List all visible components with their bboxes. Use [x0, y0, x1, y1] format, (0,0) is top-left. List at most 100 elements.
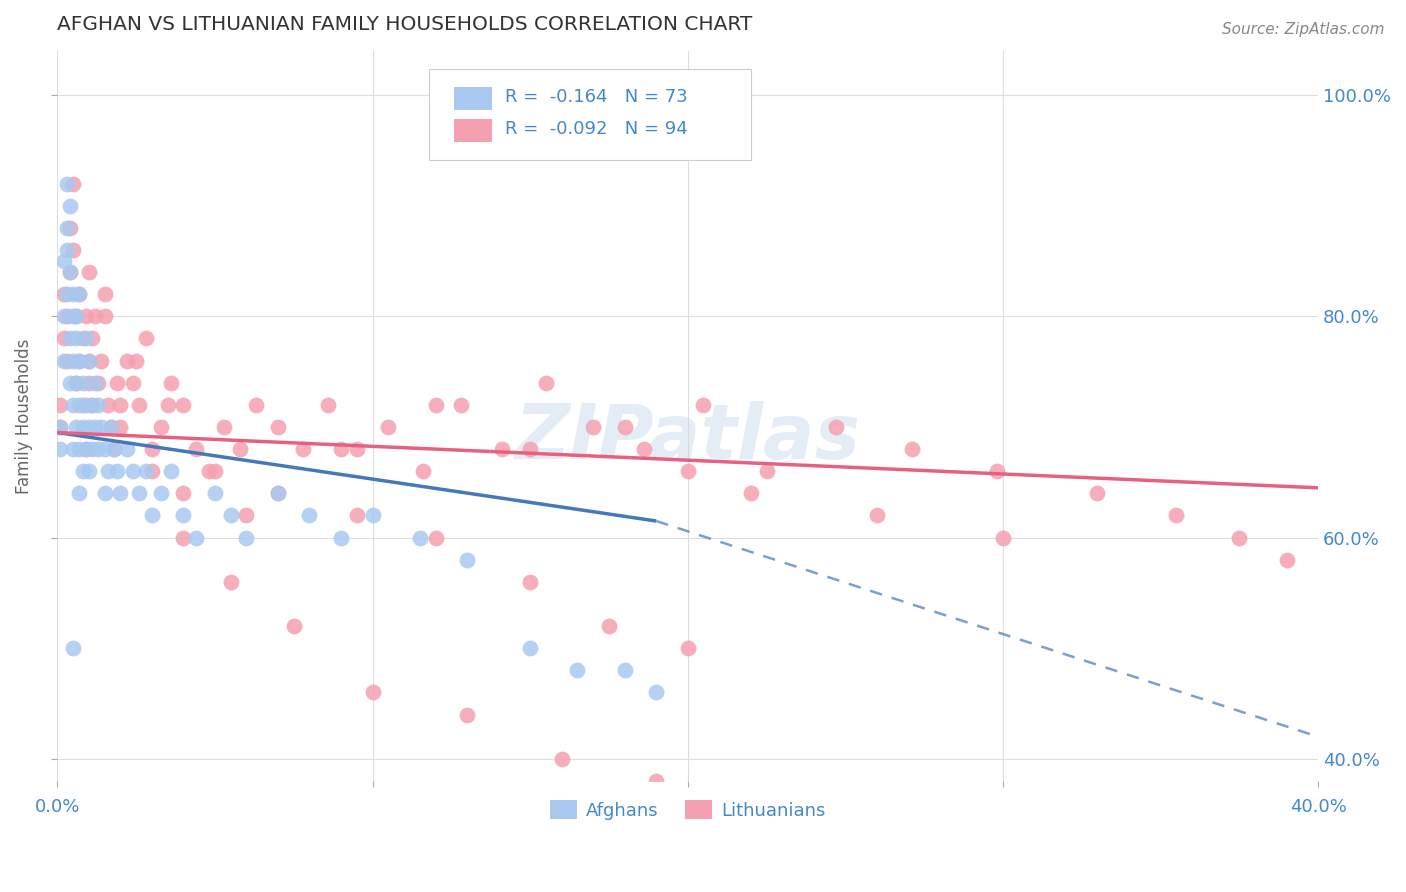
Point [1166, 508, 1188, 523]
Point [72, 376, 94, 390]
Point [450, 398, 472, 412]
Bar [454, 119, 492, 142]
Point [361, 685, 384, 699]
Point [52, 254, 75, 268]
Point [991, 531, 1014, 545]
Point [49, 420, 72, 434]
Point [59, 220, 82, 235]
Point [128, 398, 150, 412]
Point [150, 420, 173, 434]
Point [75, 442, 97, 456]
Point [141, 464, 163, 478]
Point [100, 420, 122, 434]
Point [65, 331, 87, 345]
Point [412, 464, 434, 478]
Text: R =  -0.092   N = 94: R = -0.092 N = 94 [505, 120, 688, 138]
Point [67, 287, 90, 301]
Point [135, 464, 157, 478]
Point [59, 265, 82, 279]
Point [346, 442, 368, 456]
Point [72, 464, 94, 478]
Point [141, 508, 163, 523]
Point [75, 398, 97, 412]
Point [55, 353, 77, 368]
Point [72, 420, 94, 434]
Point [409, 531, 432, 545]
Point [550, 752, 572, 766]
Point [1087, 486, 1109, 500]
Point [67, 353, 90, 368]
Point [204, 464, 226, 478]
Point [633, 442, 655, 456]
Point [159, 376, 181, 390]
Point [676, 464, 699, 478]
Point [235, 508, 257, 523]
Point [519, 641, 541, 656]
Point [197, 464, 219, 478]
Point [235, 531, 257, 545]
Point [59, 265, 82, 279]
Point [825, 420, 848, 434]
Point [519, 574, 541, 589]
Point [156, 398, 179, 412]
Point [645, 685, 668, 699]
Point [613, 420, 636, 434]
Point [598, 619, 620, 633]
Point [59, 376, 82, 390]
Point [172, 531, 194, 545]
Point [346, 508, 368, 523]
Point [59, 199, 82, 213]
Point [425, 398, 447, 412]
Point [105, 464, 128, 478]
Point [184, 442, 207, 456]
Point [229, 442, 252, 456]
Point [52, 287, 75, 301]
Point [456, 553, 478, 567]
Point [77, 353, 100, 368]
Point [456, 707, 478, 722]
Point [172, 486, 194, 500]
Point [80, 442, 103, 456]
Point [1275, 553, 1298, 567]
Point [214, 420, 236, 434]
Bar [454, 87, 492, 110]
Point [55, 287, 77, 301]
Point [245, 398, 267, 412]
Text: Source: ZipAtlas.com: Source: ZipAtlas.com [1222, 22, 1385, 37]
Point [75, 331, 97, 345]
Point [80, 398, 103, 412]
Point [204, 486, 226, 500]
Point [87, 398, 110, 412]
Point [900, 442, 922, 456]
Point [62, 287, 84, 301]
Point [77, 376, 100, 390]
Point [986, 464, 1008, 478]
Legend: Afghans, Lithuanians: Afghans, Lithuanians [543, 793, 834, 827]
Point [52, 353, 75, 368]
Point [110, 420, 132, 434]
Point [292, 442, 315, 456]
Point [65, 310, 87, 324]
Point [62, 310, 84, 324]
Point [80, 398, 103, 412]
FancyBboxPatch shape [429, 69, 751, 161]
Point [67, 442, 90, 456]
Point [84, 310, 107, 324]
Point [103, 442, 125, 456]
Point [361, 508, 384, 523]
Point [49, 398, 72, 412]
Point [128, 486, 150, 500]
Point [77, 464, 100, 478]
Point [219, 508, 242, 523]
Text: ZIPatlas: ZIPatlas [515, 401, 860, 475]
Point [77, 353, 100, 368]
Point [150, 486, 173, 500]
Point [67, 353, 90, 368]
Point [613, 664, 636, 678]
Point [330, 531, 353, 545]
Point [62, 243, 84, 257]
Point [491, 442, 513, 456]
Point [72, 331, 94, 345]
Point [52, 310, 75, 324]
Point [84, 376, 107, 390]
